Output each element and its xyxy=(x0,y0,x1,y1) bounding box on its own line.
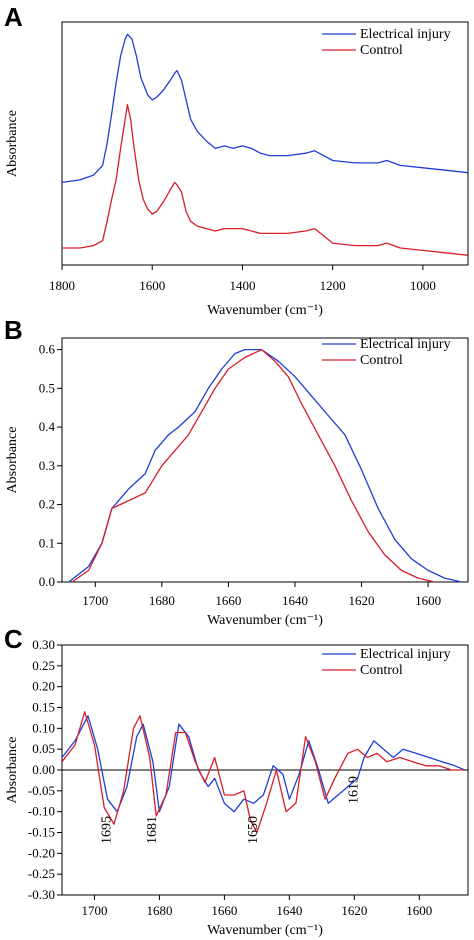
legend-label: Electrical injury xyxy=(360,647,451,662)
y-tick-label: 0.25 xyxy=(32,658,55,673)
y-axis-title-b: Absorbance xyxy=(5,427,20,494)
x-tick-label: 1660 xyxy=(215,593,241,608)
peak-label-1619: 1619 xyxy=(347,776,362,804)
x-axis-title-c: Wavenumber (cm⁻¹) xyxy=(207,923,323,938)
y-tick-label: -0.25 xyxy=(28,866,55,881)
y-tick-label: 0.30 xyxy=(32,637,55,652)
y-tick-label: -0.20 xyxy=(28,845,55,860)
x-tick-label: 1620 xyxy=(341,903,367,918)
x-tick-label: 1620 xyxy=(349,593,375,608)
x-tick-label: 1640 xyxy=(282,593,308,608)
y-axis-title-c: Absorbance xyxy=(5,737,20,804)
x-axis-title-a: Wavenumber (cm⁻¹) xyxy=(207,303,323,318)
series-line-b-electrical-injury xyxy=(68,348,462,583)
peak-label-1695: 1695 xyxy=(100,816,115,844)
legend-label: Electrical injury xyxy=(360,337,451,352)
x-tick-label: 1200 xyxy=(320,278,346,293)
y-tick-label: -0.15 xyxy=(28,825,55,840)
y-tick-label: 0.15 xyxy=(32,700,55,715)
y-tick-label: 0.4 xyxy=(39,419,56,434)
y-tick-label: 0.3 xyxy=(39,458,55,473)
peak-label-1681: 1681 xyxy=(145,816,160,844)
y-tick-label: 0.20 xyxy=(32,679,55,694)
x-tick-label: 1600 xyxy=(139,278,165,293)
legend-label: Control xyxy=(360,353,403,368)
series-line-a-electrical-injury xyxy=(61,33,469,184)
series-line-a-control xyxy=(62,103,469,256)
y-tick-label: -0.05 xyxy=(28,783,55,798)
y-tick-label: 0.6 xyxy=(39,342,56,357)
x-tick-label: 1680 xyxy=(146,903,172,918)
y-tick-label: 0.2 xyxy=(39,497,55,512)
x-tick-label: 1660 xyxy=(211,903,237,918)
x-axis-title-b: Wavenumber (cm⁻¹) xyxy=(207,613,323,628)
plot-frame-b xyxy=(61,337,469,583)
peak-label-1650: 1650 xyxy=(246,816,261,844)
legend-label: Control xyxy=(360,43,403,58)
y-tick-label: -0.10 xyxy=(28,804,55,819)
y-tick-label: 0.0 xyxy=(39,574,55,589)
x-tick-label: 1600 xyxy=(406,903,432,918)
x-tick-label: 1680 xyxy=(149,593,175,608)
panel-letter-a: A xyxy=(4,2,23,32)
plot-frame-a xyxy=(61,21,469,266)
series-line-c-control xyxy=(61,711,465,834)
legend-label: Control xyxy=(360,663,403,678)
series-line-c-electrical-injury xyxy=(61,715,466,813)
x-tick-label: 1800 xyxy=(49,278,75,293)
x-tick-label: 1000 xyxy=(410,278,436,293)
x-tick-label: 1640 xyxy=(276,903,302,918)
x-tick-label: 1400 xyxy=(229,278,255,293)
x-tick-label: 1700 xyxy=(82,593,108,608)
y-tick-label: 0.10 xyxy=(32,720,55,735)
y-tick-label: 0.1 xyxy=(39,535,55,550)
y-tick-label: 0.05 xyxy=(32,741,55,756)
legend-label: Electrical injury xyxy=(360,27,451,42)
panel-letter-c: C xyxy=(4,624,23,654)
y-tick-label: -0.30 xyxy=(28,887,55,902)
panel-letter-b: B xyxy=(4,315,23,345)
y-tick-label: 0.5 xyxy=(39,380,55,395)
y-tick-label: 0.00 xyxy=(32,762,55,777)
x-tick-label: 1700 xyxy=(81,903,107,918)
x-tick-label: 1600 xyxy=(415,593,441,608)
series-line-b-control xyxy=(71,348,435,583)
y-axis-title-a: Absorbance xyxy=(5,110,20,177)
